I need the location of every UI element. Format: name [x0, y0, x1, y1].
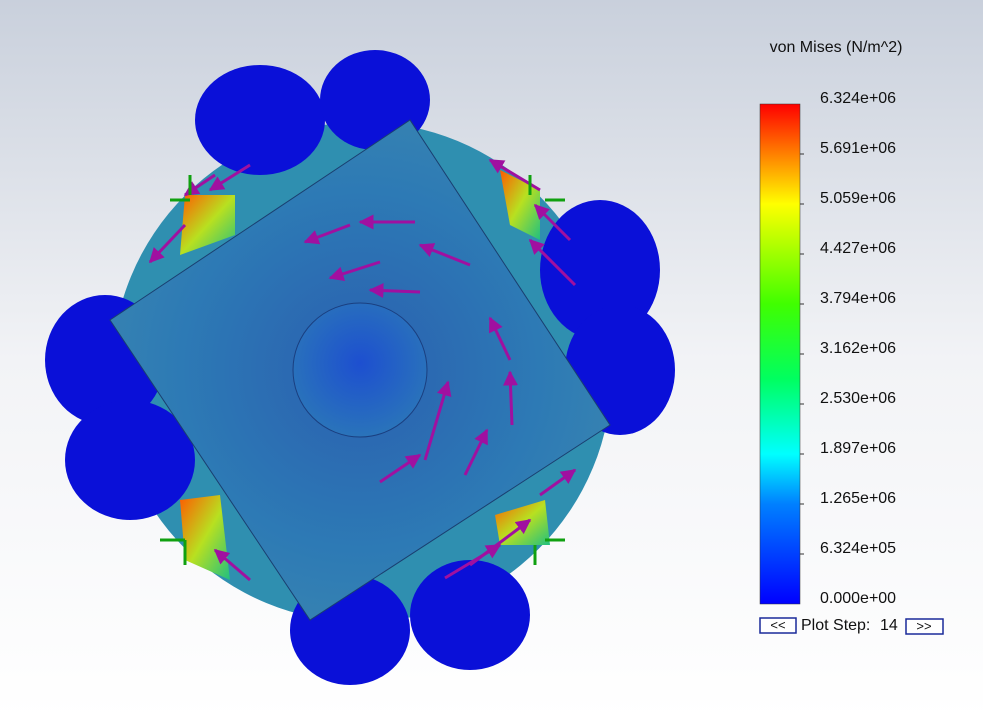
tick-label: 6.324e+06 [820, 90, 896, 107]
next-button-label[interactable]: >> [916, 618, 931, 633]
tick-label: 3.162e+06 [820, 340, 896, 357]
prev-button-label[interactable]: << [770, 617, 785, 632]
tick-label: 2.530e+06 [820, 390, 896, 407]
color-bar [759, 103, 801, 605]
prev-button[interactable] [759, 617, 797, 634]
next-button[interactable] [905, 618, 944, 635]
tick-label: 4.427e+06 [820, 240, 896, 257]
tick-label: 0.000e+00 [820, 590, 896, 607]
model [45, 50, 675, 685]
legend-title: von Mises (N/m^2) [770, 39, 903, 56]
tick-label: 1.265e+06 [820, 490, 896, 507]
tick-label: 5.059e+06 [820, 190, 896, 207]
tick-label: 1.897e+06 [820, 440, 896, 457]
tick-label: 6.324e+05 [820, 540, 896, 557]
plot-step-label: Plot Step: [801, 617, 870, 634]
plot-step: << Plot Step: 14 >> [759, 617, 944, 635]
legend: von Mises (N/m^2) 6.324e+06 5.691e+06 5.05… [759, 39, 903, 607]
tick-label: 3.794e+06 [820, 290, 896, 307]
plot-step-value: 14 [880, 617, 898, 634]
tick-label: 5.691e+06 [820, 140, 896, 157]
